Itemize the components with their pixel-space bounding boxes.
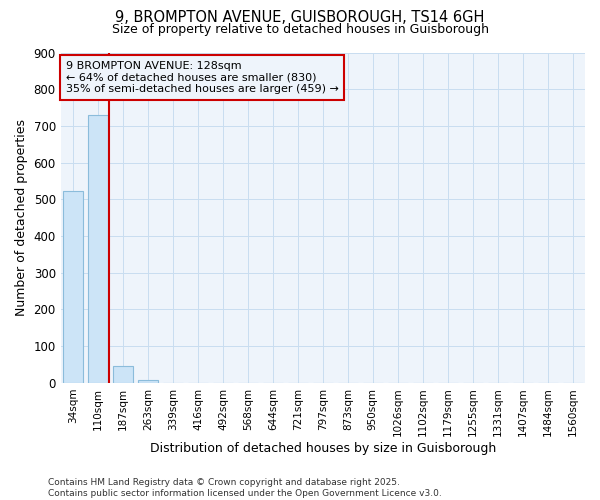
Bar bbox=[138, 380, 158, 383]
Text: 9, BROMPTON AVENUE, GUISBOROUGH, TS14 6GH: 9, BROMPTON AVENUE, GUISBOROUGH, TS14 6G… bbox=[115, 10, 485, 25]
Text: Contains HM Land Registry data © Crown copyright and database right 2025.
Contai: Contains HM Land Registry data © Crown c… bbox=[48, 478, 442, 498]
Y-axis label: Number of detached properties: Number of detached properties bbox=[15, 119, 28, 316]
X-axis label: Distribution of detached houses by size in Guisborough: Distribution of detached houses by size … bbox=[150, 442, 496, 455]
Text: 9 BROMPTON AVENUE: 128sqm
← 64% of detached houses are smaller (830)
35% of semi: 9 BROMPTON AVENUE: 128sqm ← 64% of detac… bbox=[66, 61, 339, 94]
Bar bbox=[63, 191, 83, 383]
Bar bbox=[113, 366, 133, 383]
Text: Size of property relative to detached houses in Guisborough: Size of property relative to detached ho… bbox=[112, 22, 488, 36]
Bar bbox=[88, 115, 108, 383]
